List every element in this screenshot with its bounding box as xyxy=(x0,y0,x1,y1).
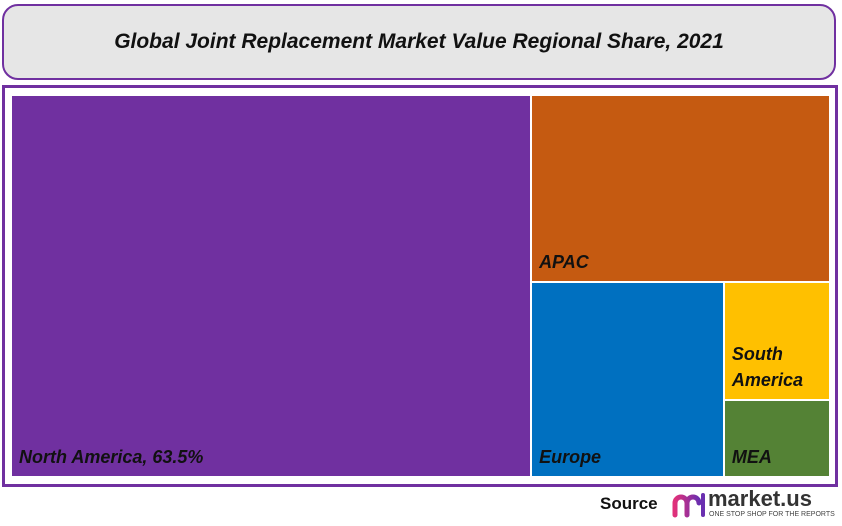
logo-tagline: ONE STOP SHOP FOR THE REPORTS xyxy=(709,511,835,518)
label-south-america: South America xyxy=(731,344,803,391)
label-apac: APAC xyxy=(539,252,589,273)
title-box: Global Joint Replacement Market Value Re… xyxy=(2,4,836,80)
label-mea: MEA xyxy=(731,446,772,467)
treemap-frame: North America, 63.5% APAC Europe South A… xyxy=(2,85,838,487)
cell-europe: Europe xyxy=(532,283,723,476)
cell-north-america: North America, 63.5% xyxy=(12,96,531,476)
cell-mea: MEA xyxy=(724,401,829,476)
logo-text: market.us xyxy=(708,486,812,511)
label-north-america: North America, 63.5% xyxy=(19,446,204,467)
treemap-area: North America, 63.5% APAC Europe South A… xyxy=(12,96,831,478)
logo-icon xyxy=(672,493,705,518)
cell-south-america: South America xyxy=(724,283,829,400)
label-europe: Europe xyxy=(539,446,602,467)
chart-title: Global Joint Replacement Market Value Re… xyxy=(114,30,724,53)
cell-apac: APAC xyxy=(532,96,829,282)
source-label: Source xyxy=(600,494,658,513)
market-us-logo: market.us ONE STOP SHOP FOR THE REPORTS xyxy=(672,486,838,523)
